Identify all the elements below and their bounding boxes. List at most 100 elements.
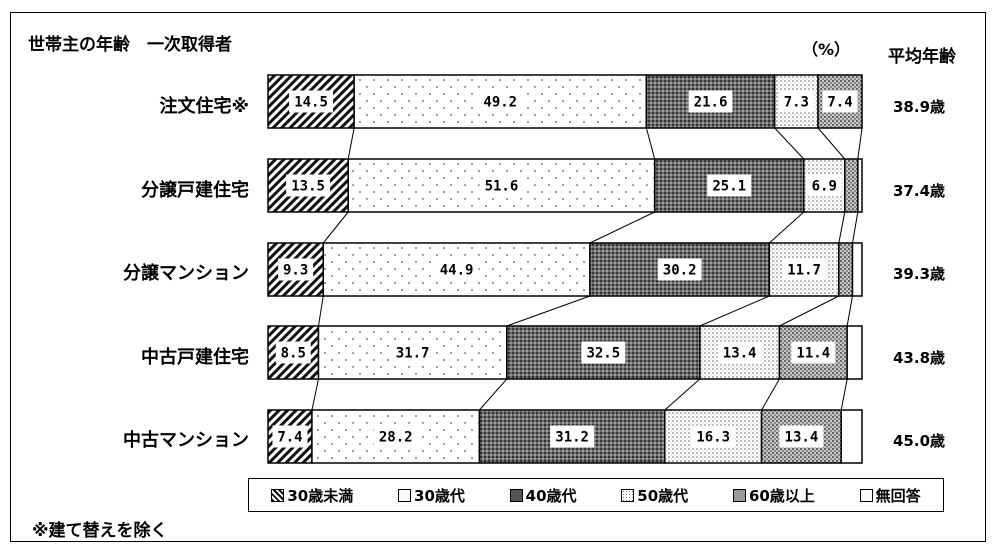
connector-line <box>852 211 859 244</box>
data-label-background <box>806 174 842 197</box>
data-label-background <box>688 90 733 113</box>
bar-segment-na <box>851 242 863 297</box>
data-label: 13.4 <box>785 430 819 446</box>
legend-swatch <box>621 488 635 502</box>
connector-line <box>664 378 701 411</box>
connector-line <box>840 378 848 411</box>
data-label: 7.4 <box>827 95 852 111</box>
data-label-background <box>479 174 524 197</box>
data-label-background <box>581 341 626 364</box>
average-age-header: 平均年齢 <box>888 47 956 67</box>
unit-label: （%） <box>802 40 851 59</box>
connector-line <box>347 127 355 160</box>
bar-segment-na <box>840 409 863 464</box>
data-label: 49.2 <box>483 95 517 111</box>
data-label: 31.7 <box>396 346 430 362</box>
data-label: 16.3 <box>696 430 730 446</box>
legend-label: 60歳以上 <box>748 486 815 505</box>
legend-label: 50歳代 <box>637 486 689 505</box>
data-label: 28.2 <box>379 430 413 446</box>
connector-line <box>761 378 780 411</box>
data-label-background <box>550 425 595 448</box>
data-label: 32.5 <box>586 346 620 362</box>
average-age-value: 38.9歳 <box>893 98 946 116</box>
data-label-background <box>373 425 418 448</box>
legend-swatch <box>398 488 412 502</box>
data-label: 14.5 <box>294 95 328 111</box>
legend-label: 無回答 <box>875 486 921 505</box>
connector-line <box>506 295 591 327</box>
data-label-background <box>278 258 314 281</box>
data-label-background <box>779 425 824 448</box>
connector-line <box>311 378 319 411</box>
data-label-background <box>657 258 702 281</box>
data-label: 13.4 <box>723 346 757 362</box>
legend-item: 30歳代 <box>398 485 465 506</box>
legend-swatch <box>509 488 523 502</box>
chart-title: 世帯主の年齢 一次取得者 <box>28 35 232 55</box>
data-label: 7.3 <box>784 95 809 111</box>
legend-item: 60歳以上 <box>732 485 815 506</box>
data-label-background <box>390 341 435 364</box>
data-label-background <box>478 90 523 113</box>
legend-item: 無回答 <box>859 485 921 506</box>
connector-line <box>479 378 508 411</box>
legend-swatch <box>271 488 285 502</box>
legend-label: 30歳代 <box>414 486 465 505</box>
average-age-value: 39.3歳 <box>893 265 946 283</box>
data-label-background <box>691 425 736 448</box>
data-label-background <box>707 174 752 197</box>
connector-line <box>779 295 840 327</box>
category-label: 注文住宅※ <box>159 96 250 117</box>
bar-segment-na <box>857 158 863 213</box>
data-label: 13.5 <box>291 179 325 195</box>
legend-item: 40歳代 <box>509 485 577 506</box>
legend-swatch <box>732 488 746 502</box>
category-label: 中古マンション <box>123 430 249 451</box>
data-label-background <box>791 341 836 364</box>
data-label-background <box>822 90 858 113</box>
bar-segment-s60 <box>838 242 854 297</box>
connector-line <box>322 211 349 244</box>
connector-line <box>838 211 846 244</box>
connector-line <box>857 127 863 160</box>
data-label: 7.4 <box>277 430 302 446</box>
connector-line <box>317 295 324 327</box>
average-age-value: 37.4歳 <box>893 182 946 200</box>
chart-legend: 30歳未満 30歳代 40歳代 50歳代 60歳以上 無回答 <box>248 478 944 512</box>
data-label: 51.6 <box>485 179 519 195</box>
footnote: ※建て替えを除く <box>32 521 168 541</box>
data-label-background <box>778 90 814 113</box>
data-label-background <box>275 341 311 364</box>
data-label-background <box>286 174 331 197</box>
data-label: 8.5 <box>281 346 306 362</box>
category-label: 分譲マンション <box>123 263 249 284</box>
data-label: 44.9 <box>440 263 474 279</box>
connector-line <box>817 127 846 160</box>
data-label-background <box>782 258 827 281</box>
connector-line <box>589 211 655 244</box>
data-label: 11.4 <box>796 346 830 362</box>
connector-line <box>699 295 770 327</box>
data-label-background <box>434 258 479 281</box>
legend-label: 30歳未満 <box>287 486 354 505</box>
data-label: 9.3 <box>283 263 308 279</box>
connector-line <box>846 295 853 327</box>
bar-segment-na <box>846 325 863 380</box>
legend-label: 40歳代 <box>525 486 577 505</box>
average-age-value: 43.8歳 <box>893 349 946 367</box>
data-label: 30.2 <box>663 263 697 279</box>
legend-swatch <box>859 488 873 502</box>
bar-segment-s60 <box>844 158 859 213</box>
connector-line <box>774 127 805 160</box>
data-label: 6.9 <box>812 179 837 195</box>
data-label: 21.6 <box>694 95 728 111</box>
data-label: 11.7 <box>787 263 821 279</box>
data-label-background <box>272 425 308 448</box>
data-label: 25.1 <box>712 179 746 195</box>
data-label-background <box>289 90 334 113</box>
data-label-background <box>717 341 762 364</box>
legend-item: 50歳代 <box>621 485 688 506</box>
chart-frame <box>10 12 986 542</box>
